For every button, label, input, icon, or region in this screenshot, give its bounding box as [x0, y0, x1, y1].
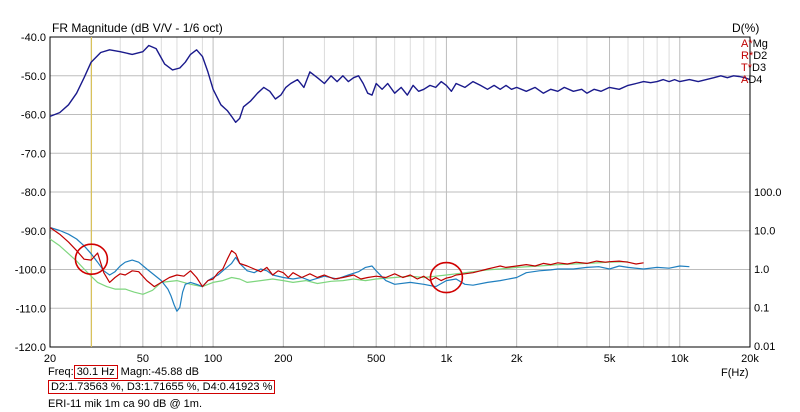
right-axis-title: D(%) [732, 21, 760, 35]
measurement-note: ERI-11 mik 1m ca 90 dB @ 1m. [48, 398, 203, 410]
legend-channel-char: R [741, 50, 749, 62]
x-tick-label: 5k [604, 353, 616, 365]
y-tick-label: -110.0 [16, 303, 46, 315]
series-line-d2 [49, 227, 644, 288]
legend-channel-char: A [741, 38, 749, 50]
x-tick-label: 1k [441, 353, 453, 365]
x-tick-label: 200 [274, 353, 292, 365]
legend-entry-mg[interactable]: A*Mg [741, 38, 768, 50]
y-right-tick-label: 10.0 [754, 226, 775, 238]
legend-entry-d2[interactable]: R*D2 [741, 50, 767, 62]
magnitude-readout: Magn:-45.88 dB [117, 366, 199, 378]
series-line-mg [49, 44, 751, 124]
legend-entry-d4[interactable]: AD4 [741, 74, 762, 86]
x-tick-label: 2k [511, 353, 523, 365]
legend-entry-d3[interactable]: T*D3 [741, 62, 766, 74]
annotation-circle [429, 261, 464, 294]
cursor-readout: Freq: 30.1 Hz Magn:-45.88 dB [48, 365, 199, 379]
y-right-tick-label: 100.0 [754, 187, 782, 199]
freq-value: 30.1 Hz [73, 365, 118, 379]
y-right-tick-label: 1.0 [754, 264, 769, 276]
x-tick-label: 20k [741, 353, 759, 365]
y-tick-label: -80.0 [21, 187, 46, 199]
x-axis-title: F(Hz) [721, 367, 749, 379]
freq-label: Freq: [48, 366, 74, 378]
plot-frame [49, 36, 751, 348]
y-tick-label: -70.0 [21, 148, 46, 160]
y-tick-label: -40.0 [21, 32, 46, 44]
distortion-readout: D2:1.73563 %, D3:1.71655 %, D4:0.41923 % [48, 380, 276, 394]
y-tick-label: -120.0 [15, 342, 46, 354]
legend-mark: * [747, 62, 753, 74]
legend-mark: * [748, 50, 754, 62]
x-tick-label: 10k [671, 353, 689, 365]
chart-title: FR Magnitude (dB V/V - 1/6 oct) [52, 21, 223, 35]
x-tick-label: 500 [367, 353, 385, 365]
legend-channel-char: T [741, 62, 748, 74]
annotation-circle [74, 243, 109, 275]
y-right-tick-label: 0.1 [754, 303, 769, 315]
y-right-tick-label: 0.01 [754, 341, 775, 353]
legend-series-name: D4 [748, 74, 763, 86]
legend-series-name: D2 [753, 50, 768, 62]
legend-channel-char: A [741, 74, 749, 86]
x-tick-label: 50 [137, 353, 149, 365]
x-tick-label: 20 [44, 353, 56, 365]
y-tick-label: -60.0 [21, 110, 46, 122]
y-tick-label: -50.0 [21, 71, 46, 83]
legend-mark: * [748, 38, 753, 50]
y-tick-label: -100.0 [15, 265, 46, 277]
legend-series-name: Mg [752, 38, 768, 50]
distortion-readout-row: D2:1.73563 %, D3:1.71655 %, D4:0.41923 % [48, 380, 276, 394]
y-tick-label: -90.0 [21, 226, 46, 238]
x-tick-label: 100 [204, 353, 222, 365]
legend-series-name: D3 [752, 62, 767, 74]
